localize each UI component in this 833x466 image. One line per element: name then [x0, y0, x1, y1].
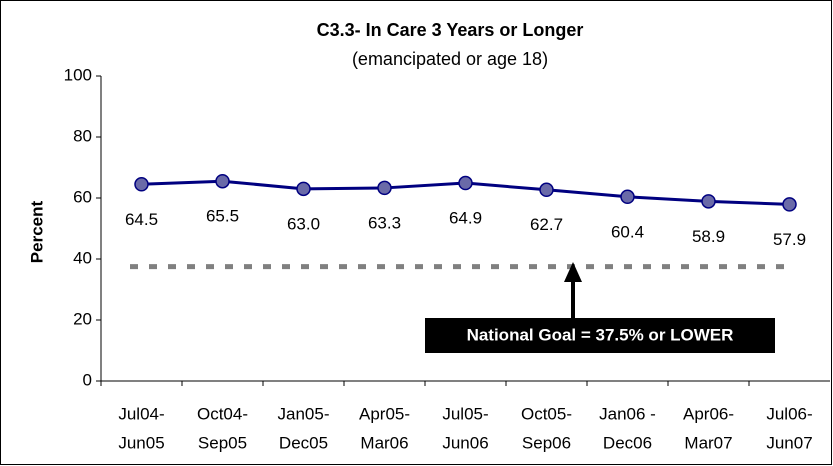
y-tick-label: 40	[73, 248, 92, 267]
data-point	[539, 182, 554, 198]
x-tick-label: Dec06	[603, 433, 652, 452]
y-tick-label: 20	[73, 309, 92, 328]
annotation: National Goal = 37.5% or LOWER	[467, 325, 734, 344]
data-label: 64.9	[449, 209, 482, 228]
y-tick-label: 0	[83, 370, 92, 389]
data-point	[296, 181, 311, 197]
x-tick-label: Jul06-	[766, 404, 812, 423]
annotation-arrowhead	[564, 262, 582, 282]
y-tick-label: 80	[73, 126, 92, 145]
data-label: 63.0	[287, 214, 320, 233]
x-tick-label: Oct05-	[521, 404, 572, 423]
data-point	[134, 177, 149, 192]
x-tick-label: Jun05	[118, 433, 164, 452]
data-point	[458, 175, 473, 191]
data-label: 60.4	[611, 222, 644, 241]
x-tick-label: Jun07	[766, 433, 812, 452]
x-tick-label: Apr05-	[359, 404, 410, 423]
x-tick-label: Jan05-	[278, 404, 330, 423]
x-tick-label: Jul04-	[118, 404, 164, 423]
x-tick-label: Dec05	[279, 433, 328, 452]
annotation-box	[425, 318, 775, 353]
x-tick-label: Sep05	[198, 433, 247, 452]
data-label: 58.9	[692, 227, 725, 246]
data-point	[620, 189, 635, 205]
data-label: 62.7	[530, 215, 563, 234]
x-tick-label: Jul05-	[442, 404, 488, 423]
x-tick-label: Sep06	[522, 433, 571, 452]
data-label: 64.5	[125, 210, 158, 229]
data-label: 57.9	[773, 230, 806, 249]
x-tick-label: Mar06	[360, 433, 408, 452]
x-tick-label: Jan06 -	[599, 404, 656, 423]
x-tick-label: Oct04-	[197, 404, 248, 423]
data-point	[377, 180, 392, 196]
data-point	[782, 197, 797, 212]
x-tick-label: Jun06	[442, 433, 488, 452]
chart-subtitle: (emancipated or age 18)	[352, 49, 548, 69]
y-tick-label: 60	[73, 187, 92, 206]
data-label: 63.3	[368, 213, 401, 232]
y-tick-label: 100	[64, 65, 92, 84]
chart-title: C3.3- In Care 3 Years or Longer	[317, 20, 584, 40]
data-label: 65.5	[206, 207, 239, 226]
x-tick-label: Mar07	[684, 433, 732, 452]
data-point	[215, 173, 230, 189]
y-axis-label: Percent	[27, 200, 46, 263]
data-point	[701, 194, 716, 209]
x-tick-label: Apr06-	[683, 404, 734, 423]
